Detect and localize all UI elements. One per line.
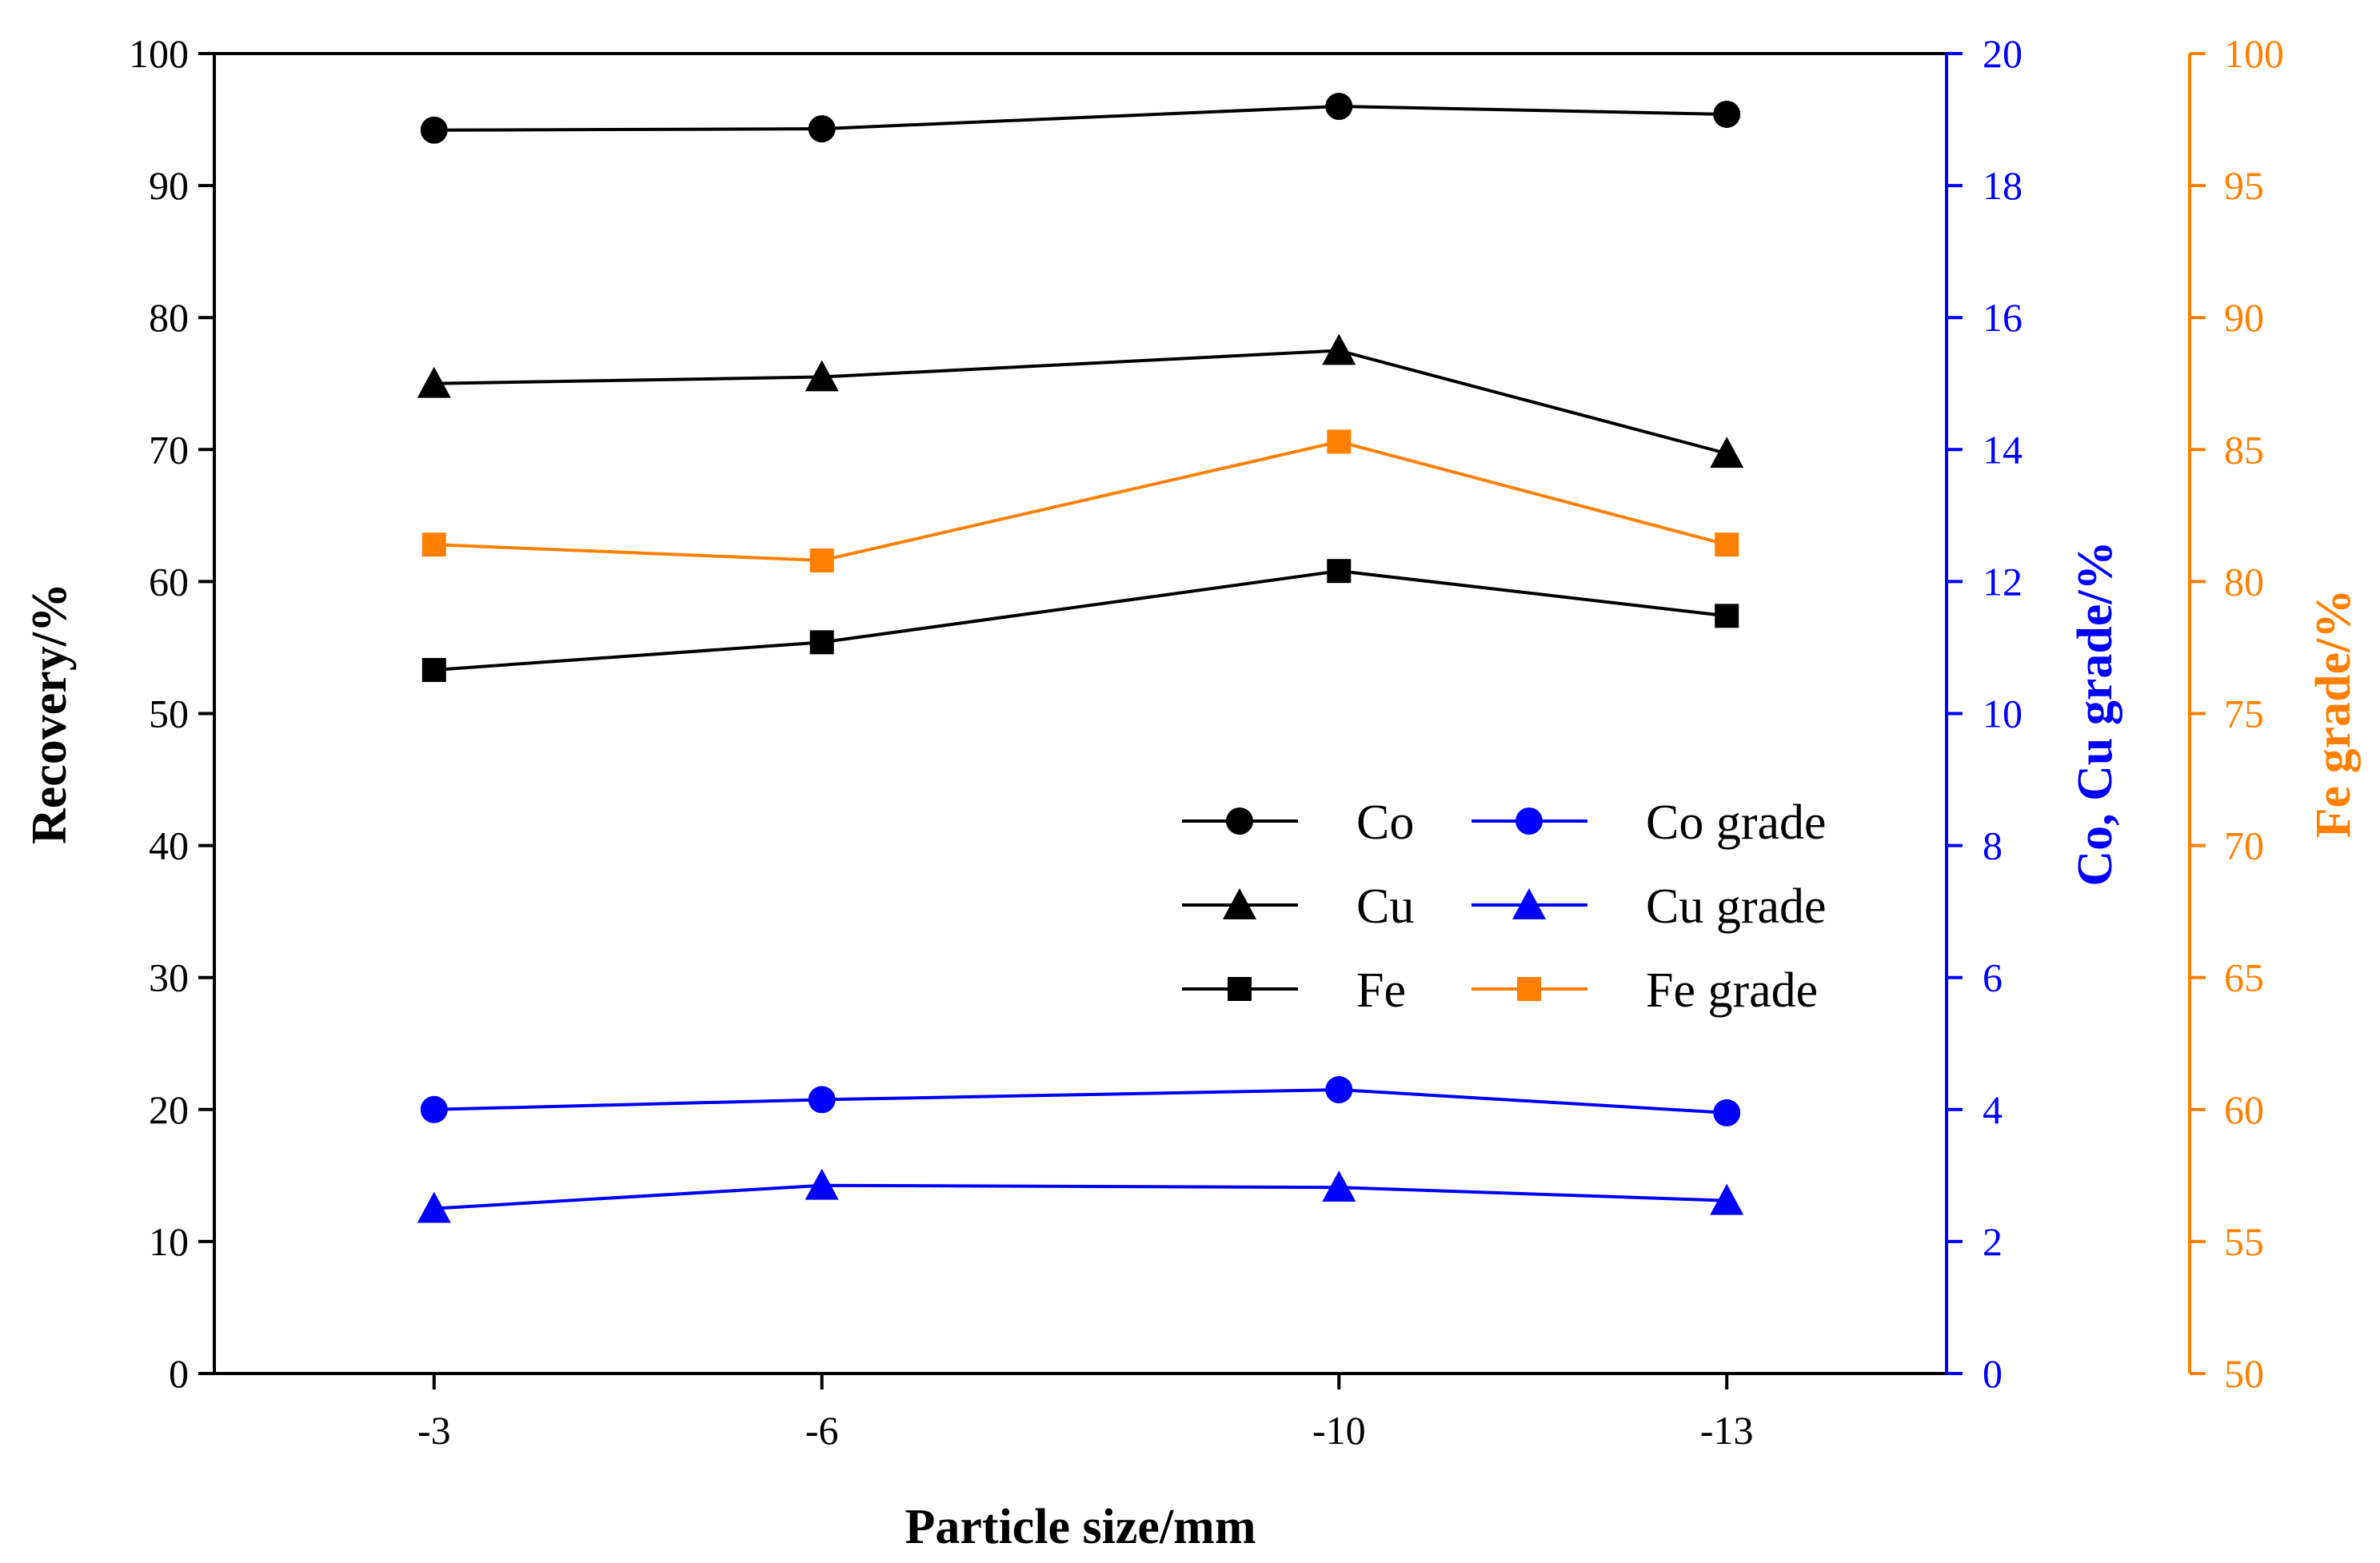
left-y-tick-label: 50 <box>149 692 189 736</box>
series-line-fe <box>433 569 1727 672</box>
left-y-tick-label: 80 <box>149 295 189 340</box>
data-point-cu-grade <box>805 1168 839 1200</box>
series-fe-grade <box>421 429 1739 572</box>
legend-item-fe-grade: Fe grade <box>1472 963 1818 1018</box>
legend-marker-cu <box>1223 888 1256 919</box>
left-y-tick-label: 100 <box>129 31 189 76</box>
fe-y-tick-label: 70 <box>2224 823 2264 868</box>
fe-y-tick-label: 90 <box>2224 295 2264 340</box>
fe-y-tick-label: 85 <box>2224 427 2264 472</box>
left-y-tick-label: 20 <box>149 1087 189 1132</box>
series-co-grade <box>420 1076 1741 1126</box>
data-point-fe <box>1327 559 1352 584</box>
data-point-cu-grade <box>417 1191 451 1223</box>
data-point-co <box>420 116 448 144</box>
x-tick-label: -3 <box>417 1408 451 1453</box>
axes: 0 10 20 30 40 50 60 70 80 90 100 0 2 4 6 8 10 12 14 16 18 20 5… <box>22 31 2361 1554</box>
fe-y-tick-label: 100 <box>2224 31 2284 76</box>
data-point-co-grade <box>808 1086 836 1114</box>
data-point-fe-grade <box>1715 532 1739 557</box>
series-cu <box>417 333 1744 469</box>
x-tick-label: -6 <box>805 1408 839 1453</box>
fe-y-tick-label: 80 <box>2224 559 2264 604</box>
legend-marker-fe-grade <box>1517 977 1541 1001</box>
left-y-tick-label: 70 <box>149 427 189 472</box>
data-point-co <box>808 115 836 143</box>
legend-label-co-grade: Co grade <box>1646 795 1827 850</box>
legend-item-co-grade: Co grade <box>1472 795 1827 850</box>
data-point-cu-grade <box>1710 1183 1744 1215</box>
series-line-co <box>433 105 1727 132</box>
data-point-co <box>1713 100 1741 128</box>
series-cu-grade <box>417 1168 1744 1223</box>
data-point-fe <box>809 630 834 655</box>
data-point-co-grade <box>1713 1098 1741 1126</box>
data-point-co-grade <box>420 1095 448 1123</box>
left-y-tick-label: 60 <box>149 559 189 604</box>
data-point-fe-grade <box>1327 429 1352 454</box>
legend-marker-co <box>1226 807 1253 835</box>
legend-marker-cu-grade <box>1512 888 1546 919</box>
data-point-fe <box>1715 604 1739 628</box>
left-y-tick-label: 30 <box>149 955 189 1000</box>
data-point-cu <box>1710 437 1744 469</box>
legend-item-cu-grade: Cu grade <box>1472 879 1827 934</box>
series-fe <box>421 559 1739 683</box>
legend: Co Cu Fe Co grade Cu grade Fe grade <box>1182 795 1827 1018</box>
series-co <box>420 93 1741 144</box>
right-y-tick-label: 8 <box>1983 823 2003 868</box>
right-y-tick-label: 2 <box>1983 1219 2003 1264</box>
right-y-tick-label: 16 <box>1983 295 2023 340</box>
x-axis-title: Particle size/mm <box>905 1500 1256 1554</box>
series-line-co-grade <box>433 1088 1727 1114</box>
left-y-tick-label: 90 <box>149 163 189 208</box>
data-point-co-grade <box>1325 1076 1353 1104</box>
legend-label-cu-grade: Cu grade <box>1646 879 1827 934</box>
left-axis-title: Recovery/% <box>22 583 77 844</box>
legend-marker-co-grade <box>1515 807 1543 835</box>
left-y-tick-label: 10 <box>149 1219 189 1264</box>
series-line-cu-grade <box>433 1183 1727 1210</box>
fe-y-tick-label: 95 <box>2224 163 2264 208</box>
left-y-tick-label: 0 <box>169 1351 189 1396</box>
fe-y-tick-label: 60 <box>2224 1087 2264 1132</box>
data-point-cu-grade <box>1322 1170 1356 1202</box>
data-point-fe-grade <box>421 532 446 557</box>
right-y-tick-label: 10 <box>1983 692 2023 736</box>
legend-item-cu: Cu <box>1182 879 1414 934</box>
legend-label-co: Co <box>1356 795 1414 850</box>
data-point-fe <box>421 658 446 683</box>
legend-label-fe-grade: Fe grade <box>1646 963 1818 1018</box>
data-point-cu <box>1322 333 1356 365</box>
right-y-tick-label: 12 <box>1983 559 2023 604</box>
legend-marker-fe <box>1228 977 1252 1001</box>
legend-item-fe: Fe <box>1182 963 1406 1018</box>
right-y-tick-label: 18 <box>1983 163 2023 208</box>
data-point-fe-grade <box>809 548 834 572</box>
right-y-tick-label: 4 <box>1983 1087 2003 1132</box>
right-y-tick-label: 6 <box>1983 955 2003 1000</box>
x-tick-label: -10 <box>1312 1408 1366 1453</box>
fe-y-tick-label: 55 <box>2224 1219 2264 1264</box>
legend-label-cu: Cu <box>1356 879 1414 934</box>
fe-y-tick-label: 75 <box>2224 692 2264 736</box>
data-point-cu <box>805 360 839 392</box>
x-tick-label: -13 <box>1700 1408 1754 1453</box>
fe-y-tick-label: 65 <box>2224 955 2264 1000</box>
series-line-fe-grade <box>433 440 1727 562</box>
right-y-tick-label: 14 <box>1983 427 2023 472</box>
fe-y-tick-label: 50 <box>2224 1351 2264 1396</box>
data-point-co <box>1325 93 1353 121</box>
left-y-tick-label: 40 <box>149 823 189 868</box>
legend-item-co: Co <box>1182 795 1414 850</box>
fe-axis-title: Fe grade/% <box>2306 589 2361 839</box>
right-y-tick-label: 0 <box>1983 1351 2003 1396</box>
series-layer <box>417 93 1744 1223</box>
right-y-tick-label: 20 <box>1983 31 2023 76</box>
series-line-cu <box>433 349 1727 456</box>
right-axis-title: Co, Cu grade/% <box>2068 540 2122 886</box>
data-point-cu <box>417 366 451 398</box>
legend-label-fe: Fe <box>1356 963 1406 1018</box>
